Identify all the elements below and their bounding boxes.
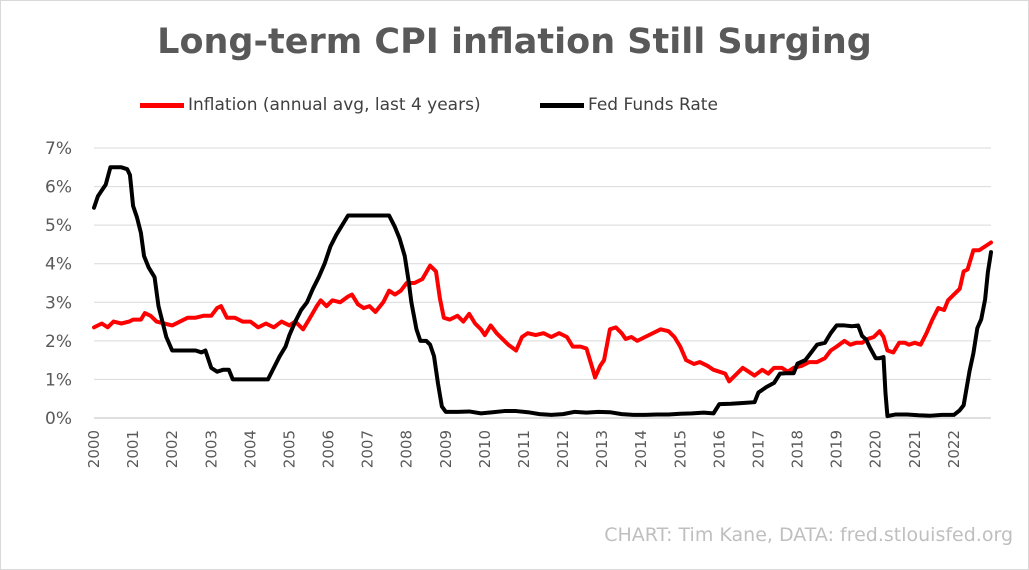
x-tick-label: 2003 [202,430,220,468]
legend-label-inflation: Inflation (annual avg, last 4 years) [188,95,481,115]
x-tick-label: 2020 [867,430,885,468]
chart-title: Long-term CPI inflation Still Surging [157,22,872,62]
x-tick-label: 2011 [515,430,533,468]
x-tick-label: 2010 [476,430,494,468]
y-tick-label: 2% [45,332,72,352]
y-tick-label: 7% [45,139,72,159]
x-tick-label: 2012 [554,430,572,468]
legend-item-fed-funds: Fed Funds Rate [540,92,718,118]
legend-item-inflation: Inflation (annual avg, last 4 years) [140,92,481,118]
x-tick-label: 2016 [710,430,728,468]
x-tick-label: 2022 [945,430,963,468]
series-line-fed-funds [92,165,993,419]
y-tick-label: 1% [45,370,72,390]
x-tick-label: 2006 [320,430,338,468]
legend-label-fed-funds: Fed Funds Rate [588,95,718,115]
x-tick-label: 2000 [85,430,103,468]
x-tick-label: 2004 [241,430,259,468]
x-tick-label: 2007 [359,430,377,468]
x-tick-label: 2008 [398,430,416,468]
y-tick-label: 6% [45,178,72,198]
x-tick-label: 2014 [632,430,650,468]
x-tick-label: 2015 [671,430,689,468]
x-tick-label: 2018 [789,430,807,468]
x-tick-label: 2017 [749,430,767,468]
legend: Inflation (annual avg, last 4 years) Fed… [0,92,1029,118]
x-tick-label: 2021 [906,430,924,468]
series-line-inflation [92,240,993,384]
y-tick-label: 0% [45,409,72,429]
y-tick-label: 4% [45,255,72,275]
x-tick-label: 2019 [828,430,846,468]
y-tick-label: 5% [45,216,72,236]
chart-credit: CHART: Tim Kane, DATA: fred.stlouisfed.o… [604,524,1013,546]
x-tick-label: 2013 [593,430,611,468]
x-tick-label: 2001 [124,430,142,468]
legend-swatch-fed-funds [540,102,584,108]
legend-swatch-inflation [140,102,184,108]
y-tick-label: 3% [45,293,72,313]
x-tick-label: 2009 [437,430,455,468]
x-tick-label: 2002 [163,430,181,468]
x-tick-label: 2005 [280,430,298,468]
